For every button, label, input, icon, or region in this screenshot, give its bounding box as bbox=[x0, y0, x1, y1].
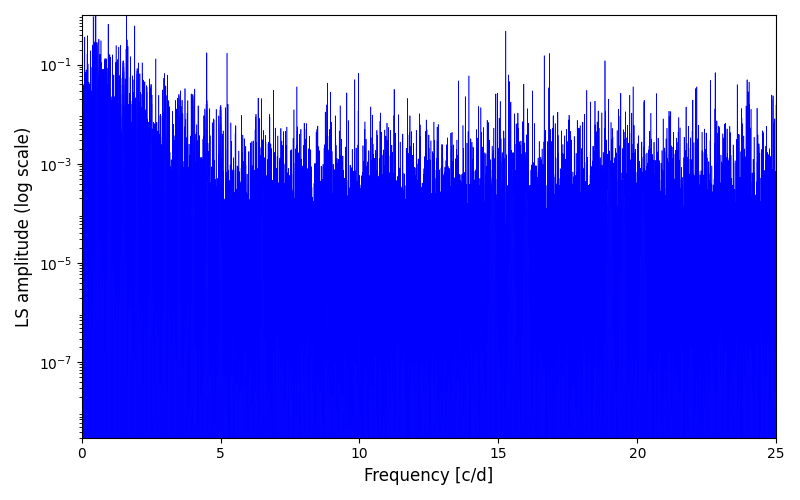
Y-axis label: LS amplitude (log scale): LS amplitude (log scale) bbox=[15, 126, 33, 326]
X-axis label: Frequency [c/d]: Frequency [c/d] bbox=[364, 467, 494, 485]
